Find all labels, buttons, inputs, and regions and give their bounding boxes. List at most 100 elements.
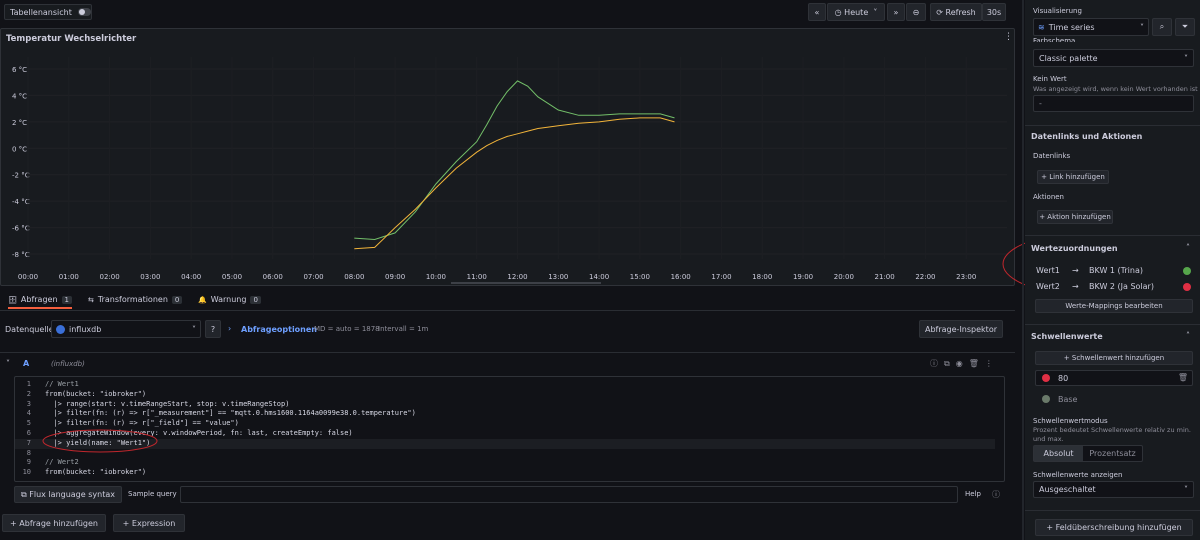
add-query-button[interactable]: + Abfrage hinzufügen: [2, 514, 106, 532]
show-thresholds-select[interactable]: Ausgeschaltet˅: [1033, 481, 1194, 498]
filter-button[interactable]: ⏷: [1175, 18, 1195, 36]
code-text: |> range(start: v.timeRangeStart, stop: …: [45, 400, 289, 408]
code-text: |> aggregateWindow(every: v.windowPeriod…: [45, 429, 353, 437]
code-editor[interactable]: 1// Wert12from(bucket: "iobroker")3 |> r…: [14, 376, 1005, 482]
x-tick-label: 15:00: [630, 273, 650, 281]
query-tabs: 🗄Abfragen1 ⇆Transformationen0 🔔Warnung0: [0, 292, 1015, 310]
threshold-color[interactable]: [1042, 374, 1050, 382]
collapse-icon[interactable]: ˅: [6, 359, 10, 368]
threshold-color[interactable]: [1042, 395, 1050, 403]
tab-label: Abfragen: [21, 295, 58, 304]
x-tick-label: 06:00: [263, 273, 283, 281]
flux-syntax-label: Flux language syntax: [29, 490, 115, 499]
query-tab[interactable]: 🔔Warnung0: [198, 295, 261, 304]
y-tick-label: -8 °C: [12, 251, 30, 259]
code-line: 8: [15, 449, 995, 459]
zoom-out[interactable]: ⊖: [906, 3, 926, 21]
sidebar: Visualisierung ≋Time series˅ ⌕ ⏷ Farbsch…: [1025, 0, 1200, 540]
code-line: 2from(bucket: "iobroker"): [15, 390, 995, 400]
datasource-name: influxdb: [69, 325, 101, 334]
x-tick-label: 09:00: [385, 273, 405, 281]
no-value-label: Kein Wert: [1033, 75, 1067, 83]
search-button[interactable]: ⌕: [1152, 18, 1172, 36]
time-picker[interactable]: ◷ Heute ˅: [827, 3, 885, 21]
no-value-input[interactable]: -: [1033, 95, 1194, 112]
mapping-from: Wert1: [1036, 266, 1060, 275]
query-tab[interactable]: 🗄Abfragen1: [8, 295, 72, 309]
y-tick-label: -2 °C: [12, 172, 30, 180]
line-number: 3: [15, 400, 31, 408]
add-threshold-label: Schwellenwert hinzufügen: [1072, 354, 1164, 362]
mappings-section[interactable]: Wertezuordnungen: [1031, 244, 1118, 253]
code-text: from(bucket: "iobroker"): [45, 468, 146, 476]
series-line: [354, 81, 674, 240]
thresholds-section[interactable]: Schwellenwerte: [1031, 332, 1103, 341]
code-line: 7 |> yield(name: "Wert1"): [15, 439, 995, 449]
add-override-button[interactable]: + Feldüberschreibung hinzufügen: [1035, 519, 1193, 536]
radio-option[interactable]: Prozentsatz: [1083, 446, 1142, 461]
visualization-name: Time series: [1049, 23, 1095, 32]
radio-option[interactable]: Absolut: [1034, 446, 1083, 461]
series-line: [354, 118, 674, 249]
delete-icon[interactable]: 🗑: [1178, 373, 1188, 382]
chart: 6 °C4 °C2 °C0 °C-2 °C-4 °C-6 °C-8 °C00:0…: [1, 29, 1014, 285]
query-ref: A: [23, 359, 29, 368]
code-text: |> yield(name: "Wert1"): [45, 439, 150, 447]
shift-back[interactable]: «: [808, 3, 826, 21]
query-row-icons[interactable]: ⓘ⧉◉🗑⋮: [930, 358, 999, 369]
table-view-toggle[interactable]: Tabellenansicht: [4, 4, 92, 20]
show-thresholds-label: Schwellenwerte anzeigen: [1033, 471, 1122, 479]
edit-mappings-label: Werte-Mappings bearbeiten: [1065, 302, 1162, 310]
refresh-label: Refresh: [946, 8, 976, 17]
add-query-label: Abfrage hinzufügen: [19, 519, 98, 528]
x-tick-label: 16:00: [671, 273, 691, 281]
y-tick-label: -6 °C: [12, 225, 30, 233]
sample-query-label: Sample query: [128, 490, 177, 498]
links-section[interactable]: Datenlinks und Aktionen: [1031, 132, 1142, 141]
add-threshold-button[interactable]: + Schwellenwert hinzufügen: [1035, 351, 1193, 365]
query-options[interactable]: Abfrageoptionen: [241, 325, 317, 334]
expression-button[interactable]: + Expression: [113, 514, 185, 532]
mapping-color[interactable]: [1183, 267, 1191, 275]
mapping-color[interactable]: [1183, 283, 1191, 291]
flux-syntax-button[interactable]: ⧉ Flux language syntax: [14, 486, 122, 503]
x-tick-label: 13:00: [548, 273, 568, 281]
help-label[interactable]: Help: [965, 490, 981, 498]
add-action-button[interactable]: + Aktion hinzufügen: [1037, 210, 1113, 224]
query-tab[interactable]: ⇆Transformationen0: [88, 295, 182, 304]
table-view-label: Tabellenansicht: [10, 8, 72, 17]
visualization-picker[interactable]: ≋Time series˅: [1033, 18, 1149, 36]
mapping-arrow: →: [1072, 266, 1079, 275]
no-value-description: Was angezeigt wird, wenn kein Wert vorha…: [1033, 85, 1198, 93]
x-tick-label: 01:00: [59, 273, 79, 281]
query-inspector[interactable]: Abfrage-Inspektor: [919, 320, 1003, 338]
y-tick-label: 4 °C: [12, 92, 27, 100]
refresh-button[interactable]: ⟳ Refresh: [930, 3, 982, 21]
tab-label: Warnung: [211, 295, 247, 304]
refresh-interval[interactable]: 30s: [982, 3, 1006, 21]
x-tick-label: 14:00: [589, 273, 609, 281]
threshold-mode-radio: Absolut Prozentsatz: [1033, 445, 1143, 462]
help-icon[interactable]: ?: [205, 320, 221, 338]
shift-forward[interactable]: »: [887, 3, 905, 21]
collapse-icon[interactable]: ˄: [1186, 243, 1190, 252]
datasource-picker[interactable]: influxdb ˅: [51, 320, 201, 338]
x-tick-label: 17:00: [711, 273, 731, 281]
x-tick-label: 05:00: [222, 273, 242, 281]
x-tick-label: 20:00: [834, 273, 854, 281]
line-number: 9: [15, 458, 31, 466]
max-data-points: MD = auto = 1878: [314, 325, 380, 333]
y-tick-label: 2 °C: [12, 119, 27, 127]
add-link-button[interactable]: + Link hinzufügen: [1037, 170, 1109, 184]
x-tick-label: 21:00: [875, 273, 895, 281]
tab-count: 0: [172, 296, 182, 304]
color-scheme-select[interactable]: Classic palette˅: [1033, 49, 1194, 67]
no-value-placeholder: -: [1039, 99, 1042, 108]
interval: Intervall = 1m: [378, 325, 428, 333]
sample-query-select[interactable]: [180, 486, 958, 503]
panel: Temperatur Wechselrichter ⋮ 6 °C4 °C2 °C…: [0, 28, 1015, 286]
edit-mappings-button[interactable]: Werte-Mappings bearbeiten: [1035, 299, 1193, 313]
collapse-icon[interactable]: ˄: [1186, 331, 1190, 340]
x-tick-label: 02:00: [99, 273, 119, 281]
datasource-label: Datenquelle: [5, 325, 54, 334]
